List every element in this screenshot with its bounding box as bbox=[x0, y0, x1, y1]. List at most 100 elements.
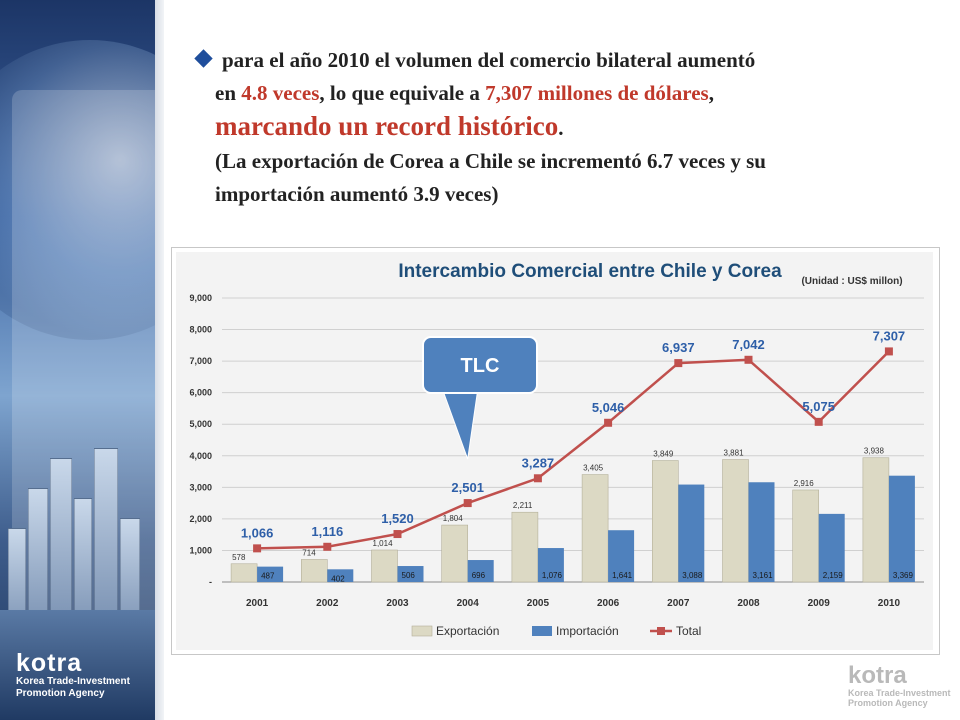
legend-label-importacion: Importación bbox=[556, 624, 619, 638]
y-tick-label: 2,000 bbox=[189, 514, 212, 524]
y-tick-label: 3,000 bbox=[189, 482, 212, 492]
bar-importacion bbox=[608, 530, 635, 582]
total-marker bbox=[744, 355, 753, 364]
bar-importacion bbox=[327, 569, 354, 582]
trade-chart: Intercambio Comercial entre Chile y Core… bbox=[176, 252, 933, 650]
total-marker bbox=[253, 544, 262, 553]
bar-label-exportacion: 2,211 bbox=[513, 501, 533, 510]
bar-exportacion bbox=[511, 511, 539, 583]
y-tick-label: 9,000 bbox=[189, 293, 212, 303]
bar-label-exportacion: 3,405 bbox=[583, 464, 604, 473]
bar-exportacion bbox=[371, 549, 398, 583]
total-marker bbox=[674, 359, 683, 368]
headline-line-2: en 4.8 veces, lo que equivale a 7,307 mi… bbox=[193, 77, 933, 110]
bar-label-exportacion: 3,938 bbox=[864, 447, 885, 456]
y-tick-label: - bbox=[209, 577, 212, 587]
total-marker bbox=[463, 499, 472, 508]
bar-label-exportacion: 714 bbox=[302, 548, 316, 557]
total-label: 2,501 bbox=[451, 480, 484, 495]
legend-swatch-importacion bbox=[532, 626, 552, 636]
legend-label-total: Total bbox=[676, 624, 701, 638]
y-tick-label: 8,000 bbox=[189, 325, 212, 335]
bar-label-exportacion: 578 bbox=[232, 553, 246, 562]
line2-pre: en bbox=[215, 81, 242, 105]
x-tick-label: 2009 bbox=[808, 598, 831, 609]
x-tick-label: 2007 bbox=[667, 598, 690, 609]
legend-marker-total bbox=[657, 627, 665, 635]
bar-exportacion bbox=[651, 460, 679, 583]
bar-importacion bbox=[467, 560, 494, 582]
line3-post: . bbox=[558, 116, 564, 140]
x-tick-label: 2001 bbox=[246, 598, 269, 609]
y-tick-label: 7,000 bbox=[189, 356, 212, 366]
line2-mid: , lo que equivale a bbox=[319, 81, 486, 105]
bar-exportacion bbox=[581, 474, 609, 583]
watermark-subtitle-line1: Korea Trade-Investment bbox=[848, 688, 951, 698]
bar-label-exportacion: 3,881 bbox=[724, 449, 745, 458]
bar-label-importacion: 696 bbox=[472, 571, 486, 580]
y-tick-label: 1,000 bbox=[189, 545, 212, 555]
x-tick-label: 2006 bbox=[597, 598, 620, 609]
logo-subtitle-line2: Promotion Agency bbox=[16, 688, 105, 699]
chart-title: Intercambio Comercial entre Chile y Core… bbox=[398, 261, 782, 282]
bar-importacion bbox=[257, 566, 284, 582]
kotra-logo: kotra Korea Trade-Investment Promotion A… bbox=[16, 650, 130, 700]
total-marker bbox=[604, 418, 613, 427]
tlc-callout-label: TLC bbox=[461, 355, 500, 377]
chart-container: Intercambio Comercial entre Chile y Core… bbox=[171, 247, 940, 655]
headline-line-4: (La exportación de Corea a Chile se incr… bbox=[215, 149, 766, 173]
bar-label-importacion: 1,641 bbox=[612, 571, 633, 580]
headline-text: para el año 2010 el volumen del comercio… bbox=[193, 44, 933, 211]
bar-importacion bbox=[888, 475, 915, 582]
total-marker bbox=[323, 542, 332, 551]
x-tick-label: 2003 bbox=[386, 598, 409, 609]
watermark-wordmark: kotra bbox=[848, 662, 907, 689]
headline-line1-text: para el año 2010 el volumen del comercio… bbox=[222, 48, 756, 72]
total-line bbox=[257, 350, 890, 550]
x-tick-label: 2002 bbox=[316, 598, 339, 609]
bar-exportacion bbox=[230, 563, 258, 583]
x-tick-label: 2005 bbox=[527, 598, 550, 609]
y-tick-label: 6,000 bbox=[189, 388, 212, 398]
kotra-watermark: kotra Korea Trade-Investment Promotion A… bbox=[848, 662, 951, 709]
total-label: 1,116 bbox=[311, 524, 343, 539]
watermark-subtitle-line2: Promotion Agency bbox=[848, 698, 928, 708]
total-label: 1,520 bbox=[381, 511, 414, 526]
bar-exportacion bbox=[301, 559, 328, 583]
line2-post: , bbox=[708, 81, 714, 105]
legend-label-exportacion: Exportación bbox=[436, 624, 499, 638]
bar-label-importacion: 402 bbox=[331, 574, 345, 583]
water-graphic bbox=[0, 610, 155, 720]
bar-label-exportacion: 1,804 bbox=[443, 514, 464, 523]
headline-line-5: importación aumentó 3.9 veces) bbox=[215, 182, 499, 206]
bar-exportacion bbox=[441, 524, 469, 583]
headline-line-3: marcando un record histórico. bbox=[193, 110, 933, 145]
total-label: 6,937 bbox=[662, 340, 695, 355]
total-marker bbox=[814, 417, 823, 426]
y-tick-label: 5,000 bbox=[189, 419, 212, 429]
x-tick-label: 2010 bbox=[878, 598, 901, 609]
bar-label-importacion: 3,161 bbox=[753, 571, 774, 580]
total-label: 5,075 bbox=[802, 399, 835, 414]
x-tick-label: 2008 bbox=[737, 598, 760, 609]
bar-importacion bbox=[678, 484, 705, 582]
bar-label-importacion: 3,369 bbox=[893, 571, 914, 580]
bar-exportacion bbox=[792, 489, 820, 583]
total-marker bbox=[533, 474, 542, 483]
bar-importacion bbox=[748, 482, 775, 582]
y-tick-label: 4,000 bbox=[189, 451, 212, 461]
logo-wordmark: kotra bbox=[16, 649, 83, 677]
bar-label-exportacion: 1,014 bbox=[373, 539, 394, 548]
total-label: 1,066 bbox=[241, 525, 274, 540]
divider-strip bbox=[155, 0, 164, 720]
amount-highlight: 7,307 millones de dólares bbox=[485, 81, 709, 105]
record-highlight: marcando un record histórico bbox=[215, 111, 559, 141]
chart-unit-note: (Unidad : US$ millon) bbox=[801, 276, 902, 287]
bar-label-exportacion: 2,916 bbox=[794, 479, 815, 488]
x-tick-label: 2004 bbox=[457, 598, 480, 609]
bar-label-importacion: 2,159 bbox=[823, 571, 844, 580]
logo-subtitle-line1: Korea Trade-Investment bbox=[16, 676, 130, 687]
total-label: 7,307 bbox=[873, 328, 906, 343]
times-highlight: 4.8 veces bbox=[241, 81, 320, 105]
total-label: 3,287 bbox=[522, 455, 555, 470]
